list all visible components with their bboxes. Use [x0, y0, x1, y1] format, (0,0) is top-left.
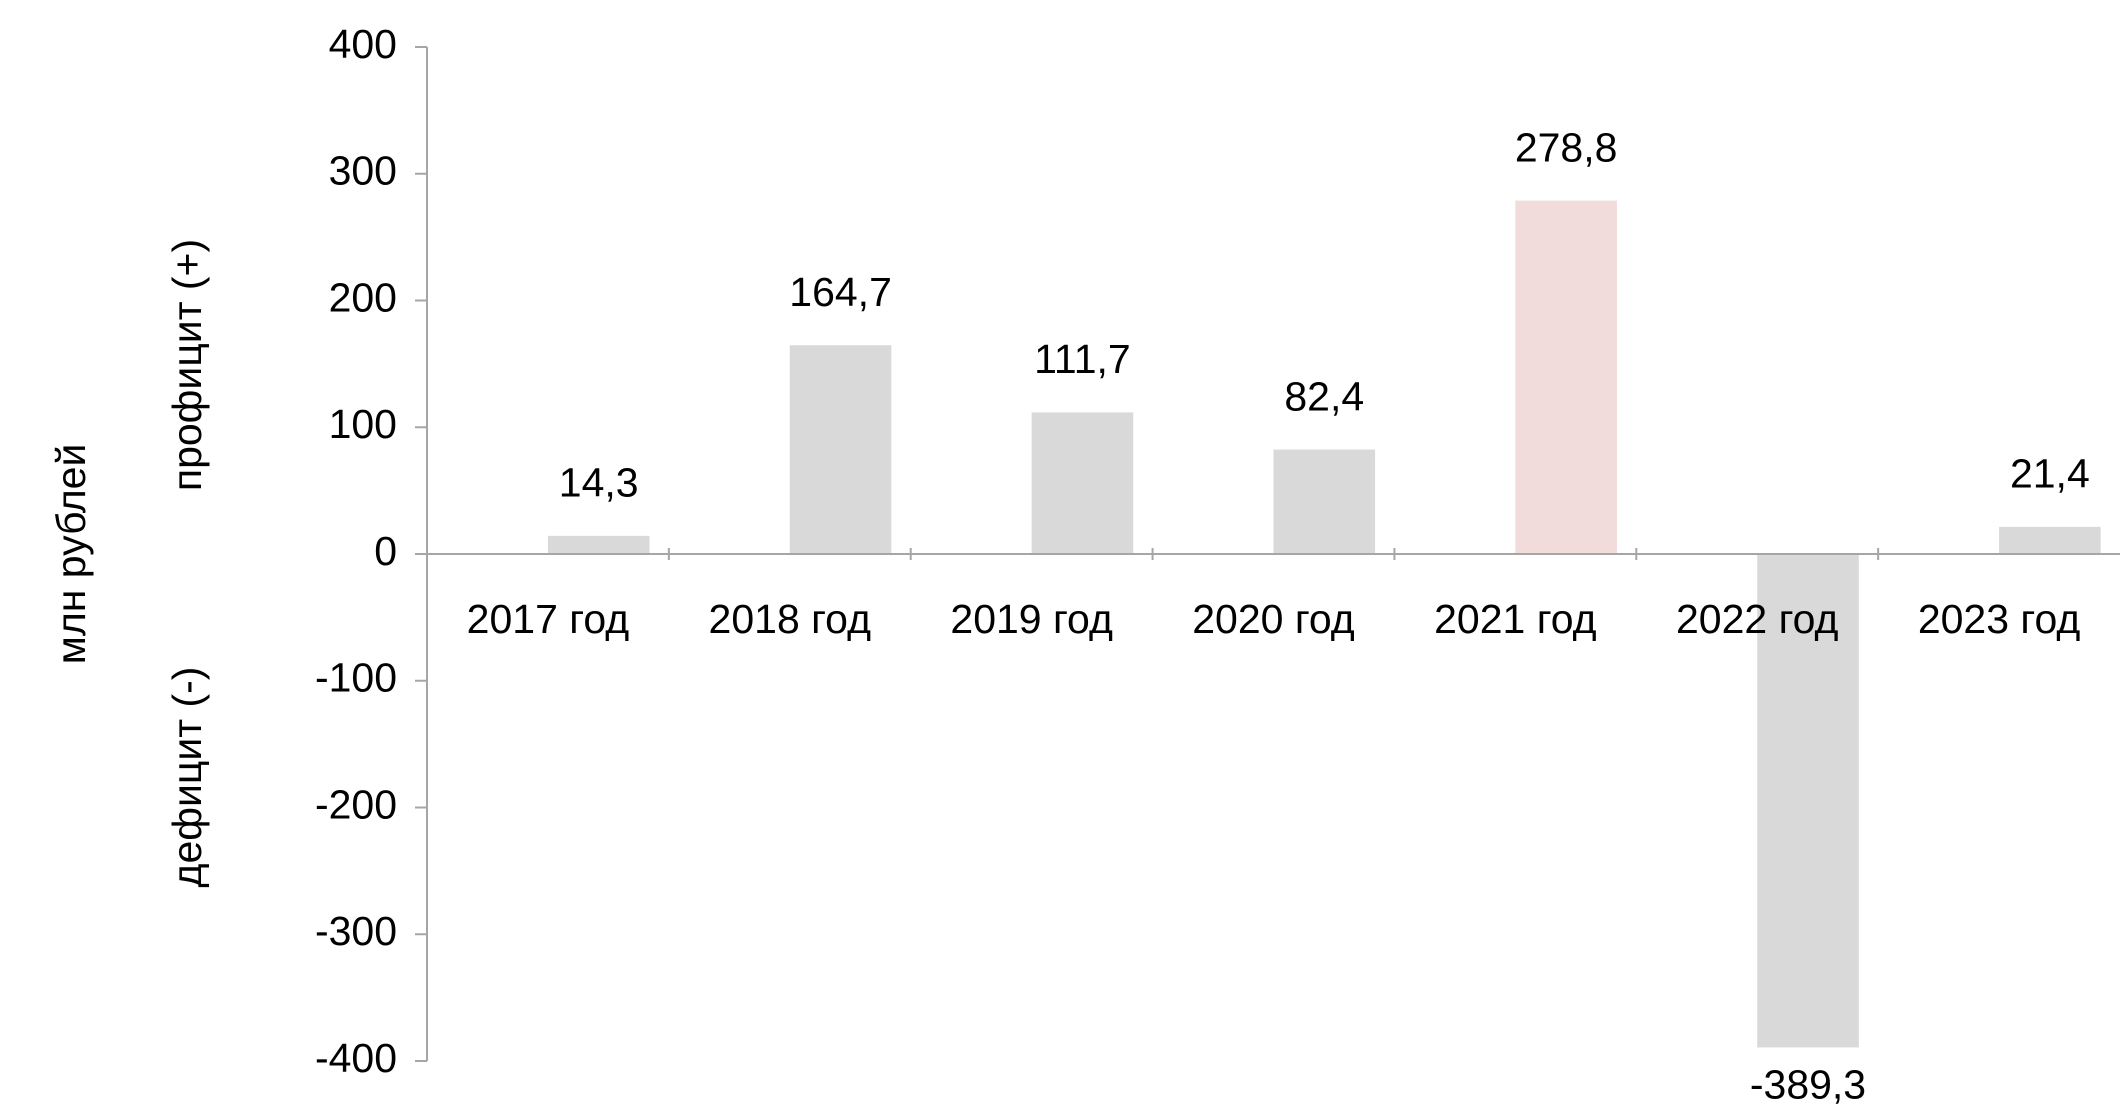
y-tick-label: -200: [315, 781, 397, 827]
x-tick-label: 2018 год: [709, 596, 872, 642]
x-tick-label: 2017 год: [467, 596, 630, 642]
bar: [1757, 554, 1859, 1048]
x-tick-label: 2021 год: [1434, 596, 1597, 642]
value-label: 82,4: [1284, 373, 1364, 419]
value-label: 14,3: [559, 460, 639, 506]
bar: [547, 535, 650, 554]
x-tick-label: 2020 год: [1192, 596, 1355, 642]
bar: [1031, 412, 1134, 554]
y-tick-label: 100: [329, 401, 397, 447]
bar: [1515, 200, 1617, 554]
x-tick-label: 2019 год: [950, 596, 1113, 642]
bar: [1999, 526, 2101, 554]
value-label: 164,7: [789, 269, 892, 315]
y-tick-label: -100: [315, 655, 397, 701]
y-axis-label: млн рублей: [48, 444, 94, 665]
y-tick-label: 200: [329, 274, 397, 320]
y-tick-label: 400: [329, 21, 397, 67]
y-tick-label: 0: [374, 528, 397, 574]
value-label: 278,8: [1515, 124, 1618, 170]
value-label: -389,3: [1750, 1061, 1866, 1107]
y-axis-label: дефицит (-): [164, 667, 210, 888]
x-tick-label: 2023 год: [1918, 596, 2081, 642]
y-tick-label: -300: [315, 908, 397, 954]
x-tick-label: 2022 год: [1676, 596, 1839, 642]
y-tick-label: 300: [329, 148, 397, 194]
bar: [1273, 449, 1376, 554]
value-label: 111,7: [1034, 336, 1131, 382]
y-axis-label: профицит (+): [164, 239, 210, 491]
bar: [789, 345, 892, 554]
y-tick-label: -400: [315, 1035, 397, 1081]
value-label: 21,4: [2010, 451, 2090, 497]
